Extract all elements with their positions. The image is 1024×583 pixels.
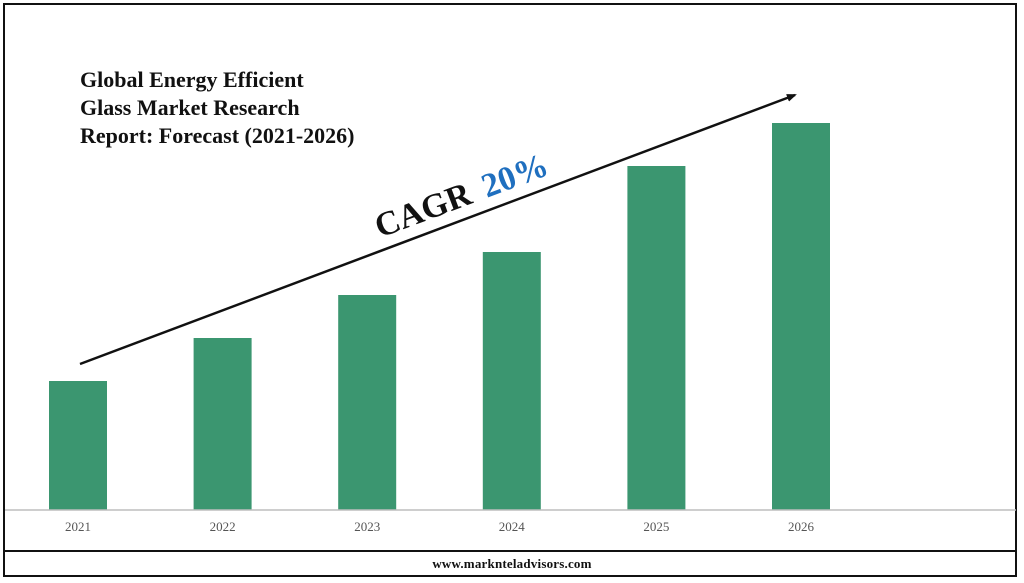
chart-title-line-2: Glass Market Research [80, 95, 300, 120]
x-axis-ticks: 2021 2022 2023 2024 2025 2026 [65, 519, 815, 534]
trend-arrow [79, 93, 797, 366]
bar-2024 [482, 252, 541, 510]
x-tick-label: 2026 [788, 519, 815, 534]
chart-title-line-1: Global Energy Efficient [80, 67, 304, 92]
bar-2025 [627, 166, 686, 510]
chart-title-line-3: Report: Forecast (2021-2026) [80, 123, 355, 148]
cagr-value: 20% [477, 147, 554, 206]
bar-series [49, 123, 830, 510]
bar-2021 [49, 381, 107, 510]
x-tick-label: 2021 [65, 519, 91, 534]
bar-2026 [772, 123, 830, 510]
footer-url: www.marknteladvisors.com [432, 556, 592, 571]
x-tick-label: 2022 [210, 519, 236, 534]
x-tick-label: 2025 [643, 519, 669, 534]
chart-title: Global Energy Efficient Glass Market Res… [80, 66, 400, 150]
bar-2022 [193, 338, 252, 510]
footer-divider [5, 550, 1017, 552]
x-tick-label: 2024 [499, 519, 526, 534]
x-tick-label: 2023 [354, 519, 380, 534]
bar-2023 [338, 295, 397, 510]
